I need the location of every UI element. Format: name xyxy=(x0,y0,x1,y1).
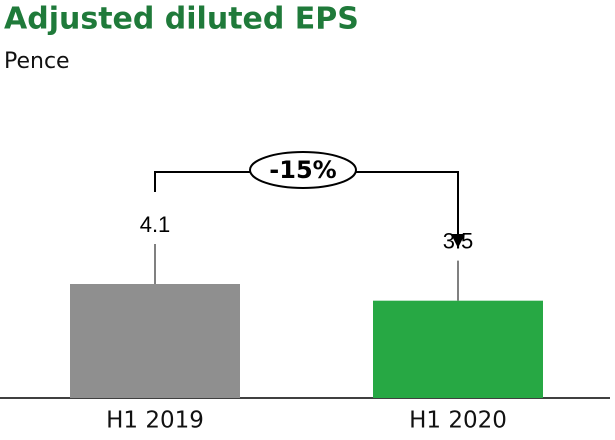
annotation: -15% xyxy=(269,156,336,184)
arrow-head xyxy=(451,234,465,248)
value-label: 3.5 xyxy=(443,228,474,253)
chart-subtitle: Pence xyxy=(4,49,70,74)
bar xyxy=(70,284,240,398)
bar xyxy=(373,300,543,398)
x-tick-label: H1 2020 xyxy=(409,408,507,434)
x-tick-label: H1 2019 xyxy=(106,408,204,434)
annotation-oval xyxy=(249,151,357,189)
bracket-right xyxy=(356,171,459,236)
value-label: 4.1 xyxy=(140,212,171,237)
bracket-left xyxy=(154,171,250,192)
chart-title: Adjusted diluted EPS xyxy=(4,2,359,37)
